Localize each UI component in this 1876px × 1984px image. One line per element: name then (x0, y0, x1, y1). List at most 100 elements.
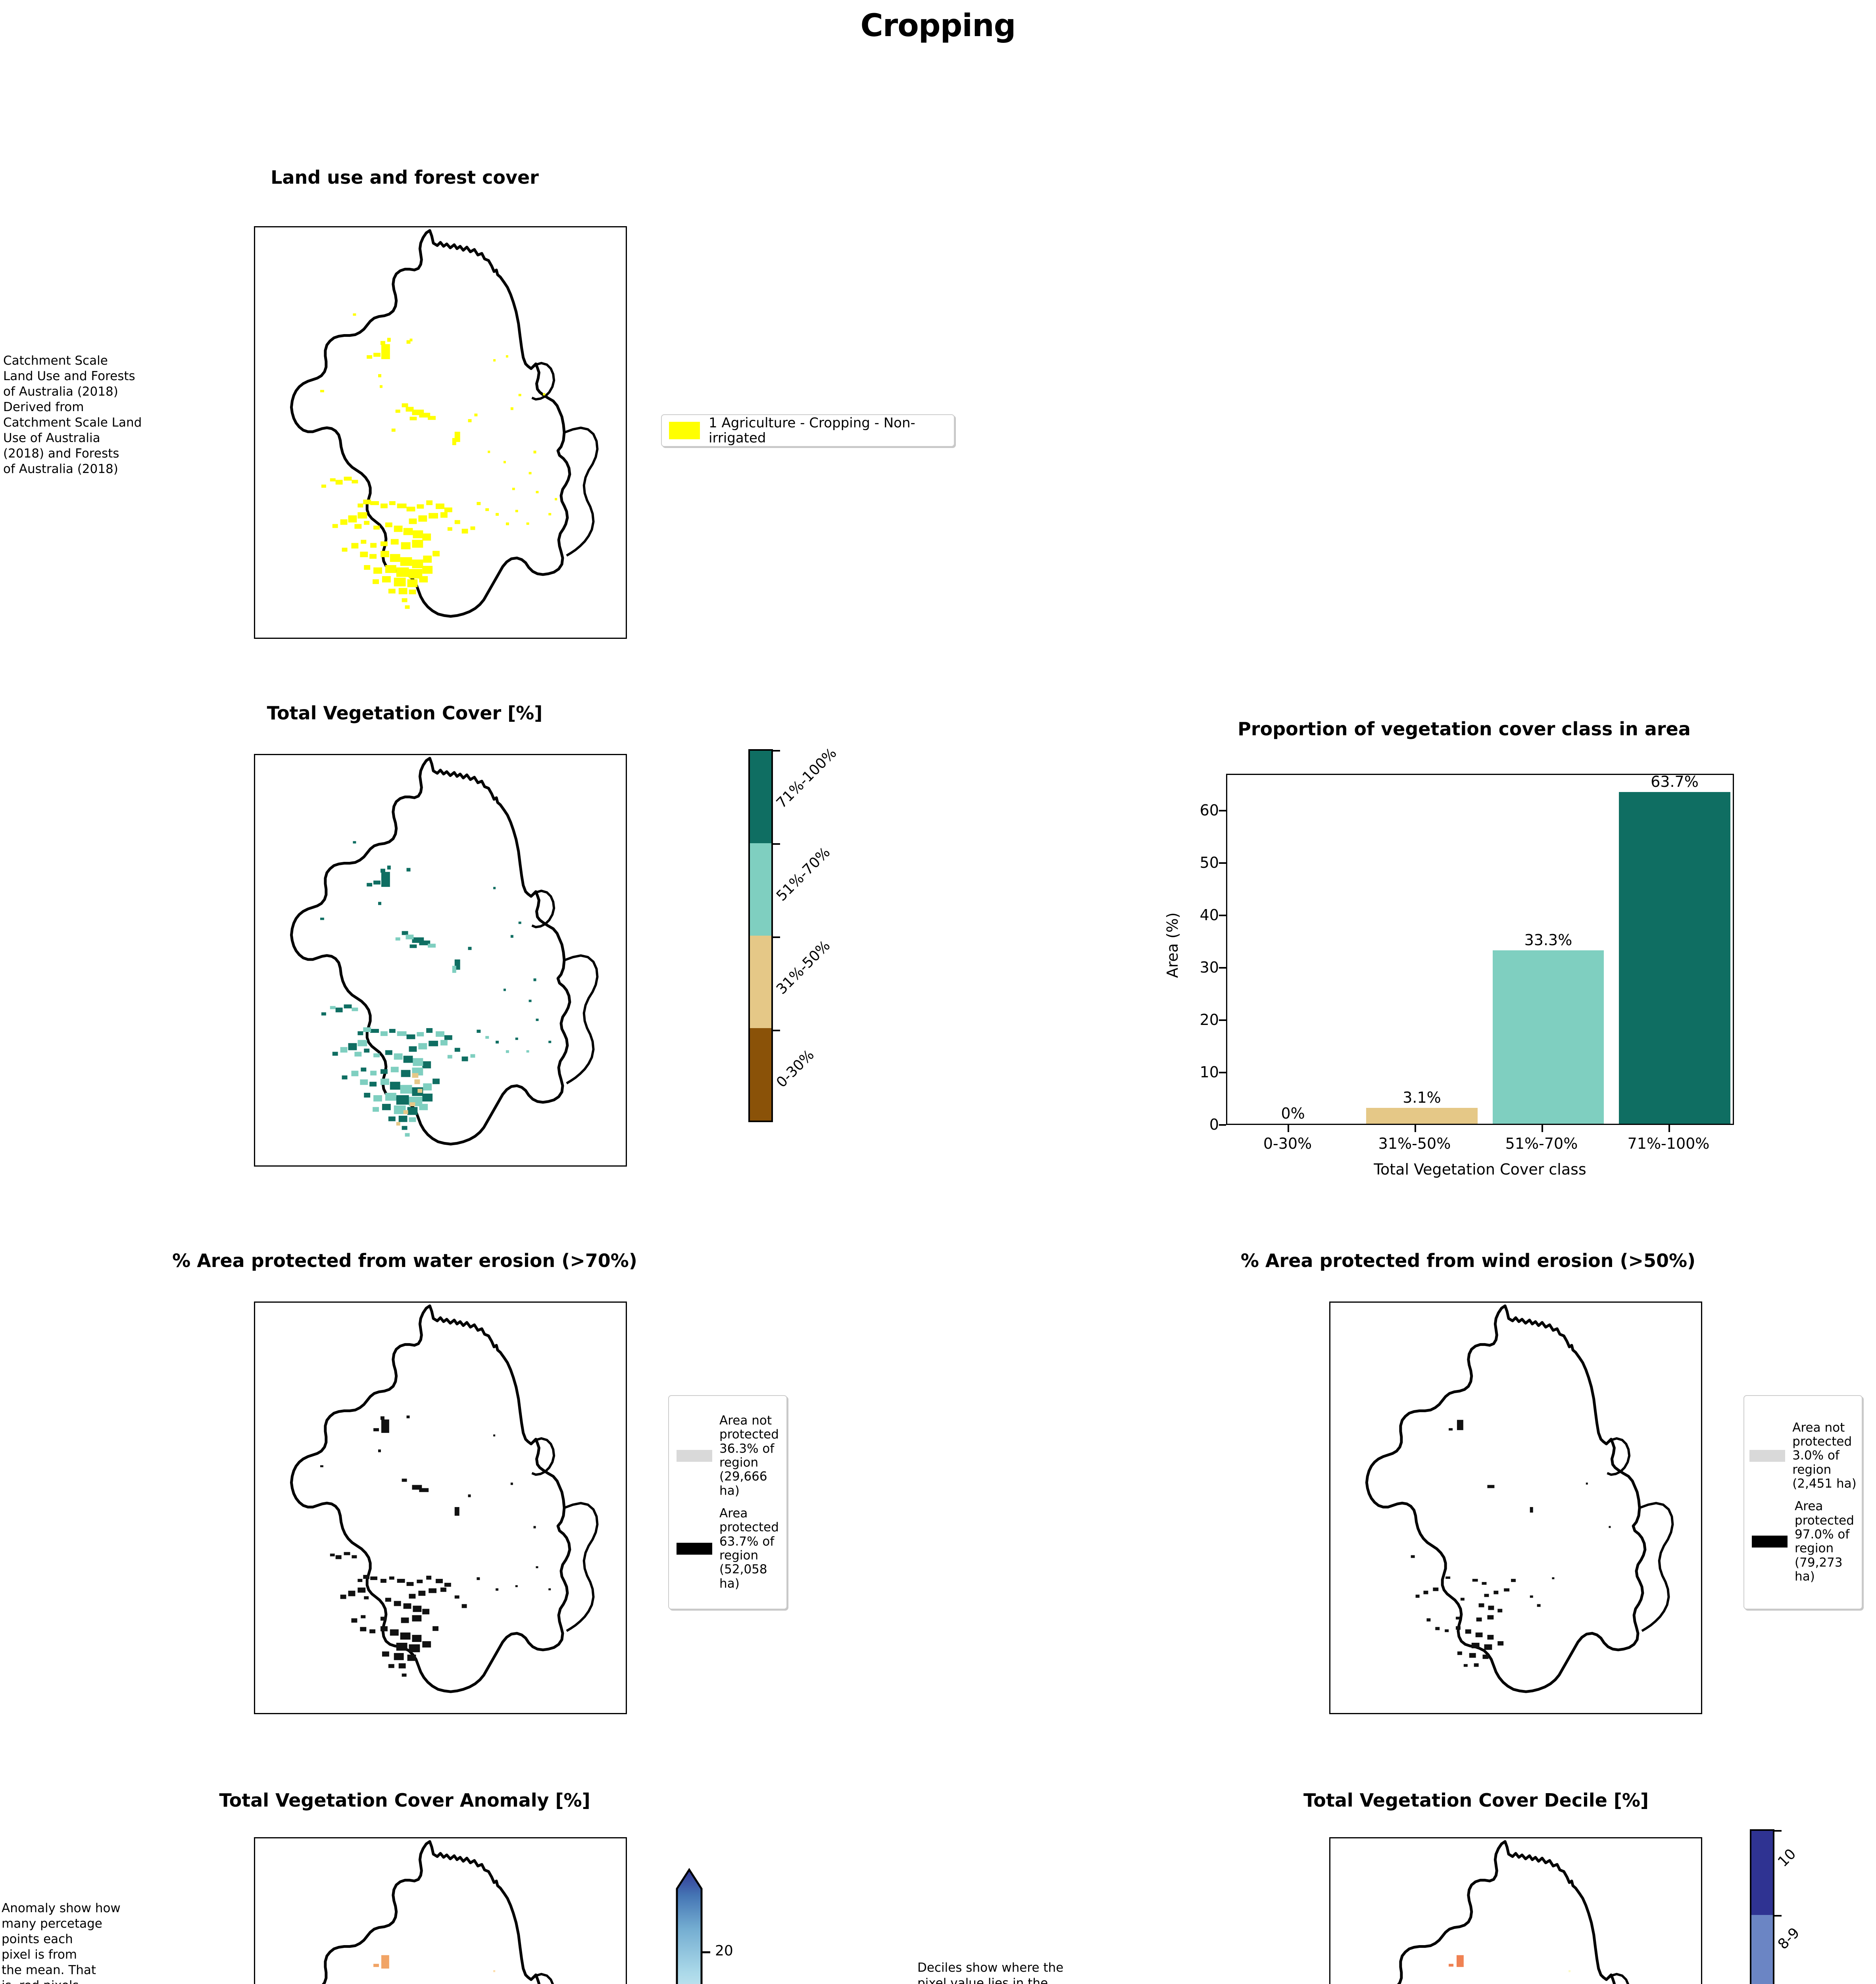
cbar-segment-71-100 (750, 751, 771, 843)
bar-chart-ylabel: Area (%) (1164, 912, 1181, 978)
map-decile[interactable] (1329, 1837, 1702, 1984)
ytick-0: 0 (1209, 1116, 1219, 1133)
bar-label-31-50: 3.1% (1403, 1088, 1441, 1106)
legend-label-protected: Area protected 63.7% of region (52,058 h… (719, 1506, 779, 1591)
panel-title-vegcover: Total Vegetation Cover [%] (267, 702, 543, 724)
map-water-erosion-canvas (290, 1304, 599, 1693)
ytick-mark-0 (1219, 1124, 1226, 1126)
xtick-label-2: 51%-70% (1505, 1135, 1578, 1152)
xtick-label-0: 0-30% (1263, 1135, 1312, 1152)
bar-chart-xlabel: Total Vegetation Cover class (1374, 1161, 1586, 1178)
map-anomaly-canvas (321, 1840, 554, 1984)
ytick-mark-30 (1219, 967, 1226, 969)
decile-label-8-9: 8-9 (1775, 1924, 1803, 1953)
panel-title-decile: Total Vegetation Cover Decile [%] (1303, 1790, 1649, 1811)
ytick-40: 40 (1199, 906, 1219, 924)
decile-colorbar[interactable]: 10 8-9 4-7 2-3 1 (1750, 1829, 1803, 1984)
landuse-legend[interactable]: 1 Agriculture - Cropping - Non-irrigated (661, 414, 955, 447)
landuse-legend-swatch (669, 422, 700, 439)
legend-row-not-protected: Area not protected 3.0% of region (2,451… (1749, 1420, 1857, 1491)
xtick-label-1: 31%-50% (1378, 1135, 1451, 1152)
panel-title-wind-erosion: % Area protected from wind erosion (>50%… (1240, 1250, 1696, 1271)
xtick-mark-0 (1288, 1125, 1289, 1132)
ytick-10: 10 (1199, 1063, 1219, 1081)
landuse-pixels (320, 313, 557, 609)
map-vegcover-canvas (290, 757, 599, 1146)
map-decile-canvas (1397, 1840, 1630, 1984)
xtick-label-3: 71%-100% (1627, 1135, 1710, 1152)
legend-label-not-protected: Area not protected 3.0% of region (2,451… (1792, 1420, 1857, 1491)
vegcover-colorbar[interactable]: 71%-100% 51%-70% 31%-50% 0-30% (748, 745, 840, 1122)
bar-label-51-70: 33.3% (1524, 931, 1572, 949)
landuse-legend-label: 1 Agriculture - Cropping - Non-irrigated (709, 415, 915, 446)
bar-51-70 (1492, 950, 1604, 1124)
legend-swatch-not-protected (677, 1450, 713, 1462)
cbar-segment-51-70 (750, 843, 771, 936)
region-outline (1365, 1304, 1674, 1693)
anomaly-colorbar-canvas (676, 1868, 710, 1984)
ytick-mark-50 (1219, 862, 1226, 864)
panel-title-anomaly: Total Vegetation Cover Anomaly [%] (219, 1790, 590, 1811)
legend-label-not-protected: Area not protected 36.3% of region (29,6… (719, 1413, 779, 1498)
panel-title-landuse: Land use and forest cover (271, 167, 539, 188)
map-landuse-canvas (290, 229, 599, 618)
anomaly-pixels (373, 1955, 496, 1972)
decile-segment-10 (1751, 1831, 1773, 1915)
wind-erosion-legend[interactable]: Area not protected 3.0% of region (2,451… (1743, 1395, 1863, 1609)
ytick-mark-40 (1219, 915, 1226, 916)
panel-title-water-erosion: % Area protected from water erosion (>70… (172, 1250, 637, 1271)
region-outline (290, 757, 599, 1146)
water-erosion-legend[interactable]: Area not protected 36.3% of region (29,6… (668, 1395, 787, 1609)
region-outline (321, 1840, 554, 1984)
legend-swatch-not-protected (1749, 1450, 1786, 1462)
anomaly-explainer-note: Anomaly show how many percetage points e… (2, 1901, 121, 1984)
decile-label-10: 10 (1775, 1846, 1799, 1870)
map-water-erosion[interactable] (254, 1302, 627, 1714)
map-wind-erosion-canvas (1365, 1304, 1674, 1693)
cbar-label-71-100: 71%-100% (773, 745, 840, 811)
legend-row-not-protected: Area not protected 36.3% of region (29,6… (677, 1413, 779, 1498)
decile-explainer-note: Deciles show where the pixel value lies … (917, 1961, 1064, 1984)
region-outline (1397, 1840, 1630, 1984)
bar-31-50 (1366, 1107, 1478, 1124)
landuse-source-note: Catchment Scale Land Use and Forests of … (3, 354, 142, 477)
ytick-30: 30 (1199, 959, 1219, 976)
bar-chart[interactable]: 0% 3.1% 33.3% 63.7% 0 10 20 30 40 50 60 … (1159, 754, 1746, 1194)
legend-swatch-protected (1752, 1536, 1788, 1548)
region-outline (290, 1304, 599, 1693)
water-erosion-pixels (320, 1415, 551, 1677)
map-anomaly[interactable] (254, 1837, 627, 1984)
panel-title-barchart: Proportion of vegetation cover class in … (1238, 718, 1691, 740)
cbar-segment-0-30 (750, 1028, 771, 1121)
ytick-mark-60 (1219, 810, 1226, 811)
ytick-mark-20 (1219, 1019, 1226, 1021)
ytick-mark-10 (1219, 1072, 1226, 1073)
xtick-mark-3 (1668, 1125, 1670, 1132)
decile-segment-8-9 (1751, 1915, 1773, 1984)
ytick-20: 20 (1199, 1011, 1219, 1029)
bar-label-0-30: 0% (1281, 1105, 1305, 1122)
anomaly-colorbar[interactable]: 20 10 0 −10 −20 (671, 1865, 742, 1984)
legend-label-protected: Area protected 97.0% of region (79,273 h… (1795, 1499, 1854, 1584)
bar-chart-plot-area: 0% 3.1% 33.3% 63.7% (1226, 773, 1734, 1125)
vegcover-pixels (320, 841, 552, 1137)
anomaly-tick-20: 20 (715, 1943, 733, 1959)
map-wind-erosion[interactable] (1329, 1302, 1702, 1714)
legend-swatch-protected (677, 1542, 713, 1555)
ytick-50: 50 (1199, 854, 1219, 871)
decile-pixels (1449, 1955, 1571, 1972)
cbar-label-51-70: 51%-70% (773, 844, 834, 904)
cbar-label-0-30: 0-30% (773, 1047, 817, 1091)
cbar-label-31-50: 31%-50% (773, 937, 834, 998)
legend-row-protected: Area protected 63.7% of region (52,058 h… (677, 1506, 779, 1591)
wind-erosion-pixels (1411, 1420, 1611, 1667)
ytick-60: 60 (1199, 802, 1219, 819)
map-vegcover[interactable] (254, 754, 627, 1167)
map-landuse[interactable] (254, 226, 627, 639)
bar-71-100 (1619, 792, 1730, 1124)
xtick-mark-2 (1542, 1125, 1543, 1132)
cbar-segment-31-50 (750, 936, 771, 1028)
region-outline (290, 229, 599, 618)
bar-label-71-100: 63.7% (1651, 773, 1699, 791)
page-title: Cropping (860, 8, 1016, 44)
